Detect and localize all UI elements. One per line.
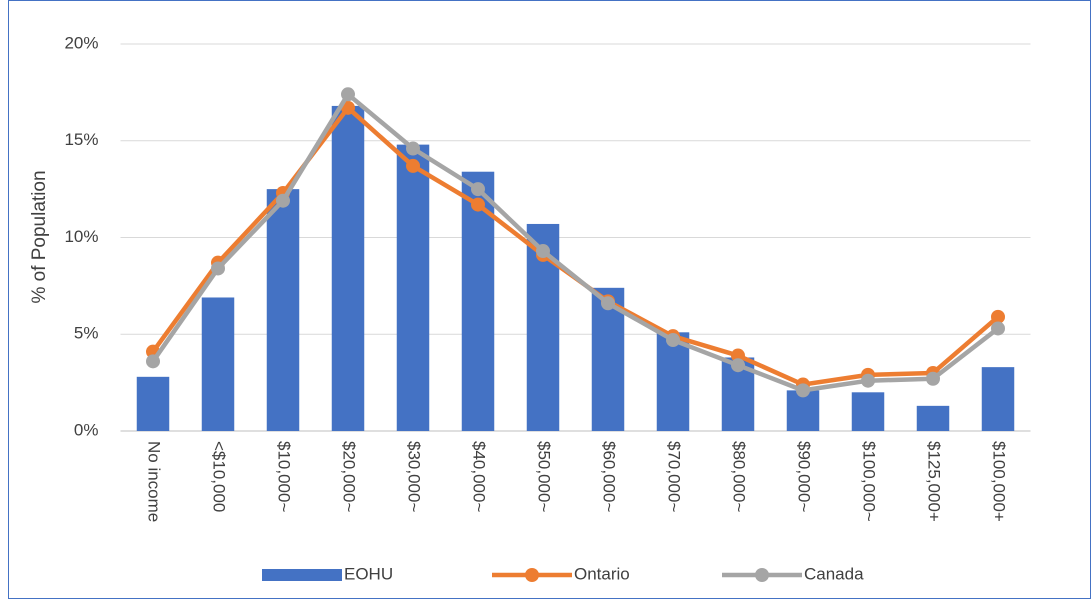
legend-label: EOHU: [344, 564, 393, 583]
x-tick-label: $60,000~: [600, 441, 619, 512]
bar: [396, 144, 430, 431]
bar: [331, 105, 365, 432]
bar: [851, 392, 885, 431]
legend-label: Ontario: [574, 564, 630, 583]
x-tick-label: $10,000~: [275, 441, 294, 512]
bar: [981, 367, 1015, 431]
y-tick-label: 10%: [64, 227, 98, 246]
line-marker: [341, 87, 355, 102]
x-tick-label: $90,000~: [795, 441, 814, 512]
x-tick-label: $70,000~: [665, 441, 684, 512]
line-marker: [731, 358, 745, 373]
line-marker: [276, 193, 290, 208]
y-tick-label: 5%: [74, 324, 99, 343]
line-marker: [406, 141, 420, 156]
line-marker: [926, 371, 940, 386]
x-tick-label: $125,000+: [925, 441, 944, 522]
bar: [916, 405, 950, 431]
x-tick-label: $30,000~: [405, 441, 424, 512]
line-marker: [861, 373, 875, 388]
bar: [266, 189, 300, 431]
y-tick-label: 0%: [74, 420, 99, 439]
x-tick-label: $50,000~: [535, 441, 554, 512]
line-marker: [731, 348, 745, 363]
line-marker: [991, 321, 1005, 336]
bar: [656, 332, 690, 431]
legend-label: Canada: [804, 564, 864, 583]
y-tick-label: 20%: [64, 33, 98, 52]
legend-swatch: [755, 568, 769, 582]
line-marker: [666, 333, 680, 348]
line-marker: [471, 197, 485, 212]
line-marker: [211, 261, 225, 276]
chart-frame: [8, 0, 1091, 599]
line-marker: [991, 309, 1005, 324]
y-axis-label: % of Population: [29, 170, 50, 303]
line-marker: [146, 354, 160, 369]
line-marker: [536, 244, 550, 259]
line-marker: [601, 296, 615, 311]
x-tick-label: $40,000~: [470, 441, 489, 512]
x-tick-label: No income: [145, 441, 164, 522]
line: [151, 92, 1000, 393]
bar: [201, 297, 235, 431]
legend-swatch: [262, 569, 342, 581]
y-tick-label: 15%: [64, 130, 98, 149]
bar: [136, 376, 170, 431]
x-tick-label: $100,000+: [990, 441, 1009, 522]
x-tick-label: $100,000~: [860, 441, 879, 522]
line-marker: [796, 383, 810, 398]
x-tick-label: <$10,000: [210, 441, 229, 512]
x-tick-label: $20,000~: [340, 441, 359, 512]
legend-swatch: [525, 568, 539, 582]
line-marker: [471, 182, 485, 197]
x-tick-label: $80,000~: [730, 441, 749, 512]
line-marker: [406, 158, 420, 173]
